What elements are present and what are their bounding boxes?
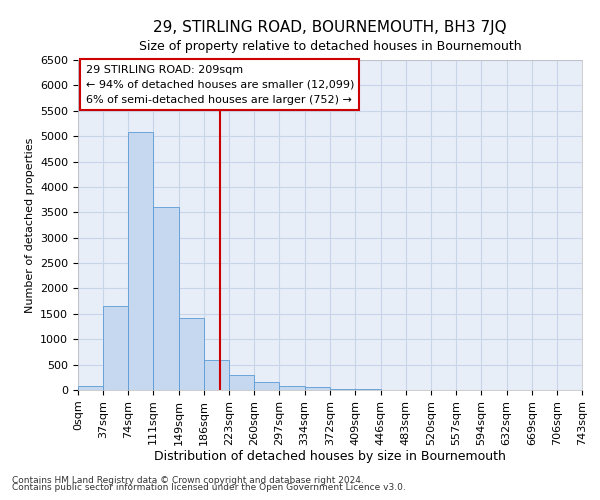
Bar <box>128 132 153 390</box>
Bar <box>153 207 179 390</box>
Text: Contains HM Land Registry data © Crown copyright and database right 2024.: Contains HM Land Registry data © Crown c… <box>12 476 364 485</box>
Y-axis label: Number of detached properties: Number of detached properties <box>25 138 35 312</box>
Text: 29 STIRLING ROAD: 209sqm
← 94% of detached houses are smaller (12,099)
6% of sem: 29 STIRLING ROAD: 209sqm ← 94% of detach… <box>86 65 354 104</box>
X-axis label: Distribution of detached houses by size in Bournemouth: Distribution of detached houses by size … <box>154 450 506 464</box>
Bar <box>305 388 331 390</box>
Bar <box>229 375 254 390</box>
Bar <box>78 386 103 390</box>
Text: Contains public sector information licensed under the Open Government Licence v3: Contains public sector information licen… <box>12 484 406 492</box>
Bar <box>179 318 204 390</box>
Bar <box>280 386 305 390</box>
Bar <box>254 382 280 390</box>
Bar <box>204 360 229 390</box>
Bar <box>331 389 355 390</box>
Bar <box>103 306 128 390</box>
Text: Size of property relative to detached houses in Bournemouth: Size of property relative to detached ho… <box>139 40 521 53</box>
Text: 29, STIRLING ROAD, BOURNEMOUTH, BH3 7JQ: 29, STIRLING ROAD, BOURNEMOUTH, BH3 7JQ <box>153 20 507 35</box>
